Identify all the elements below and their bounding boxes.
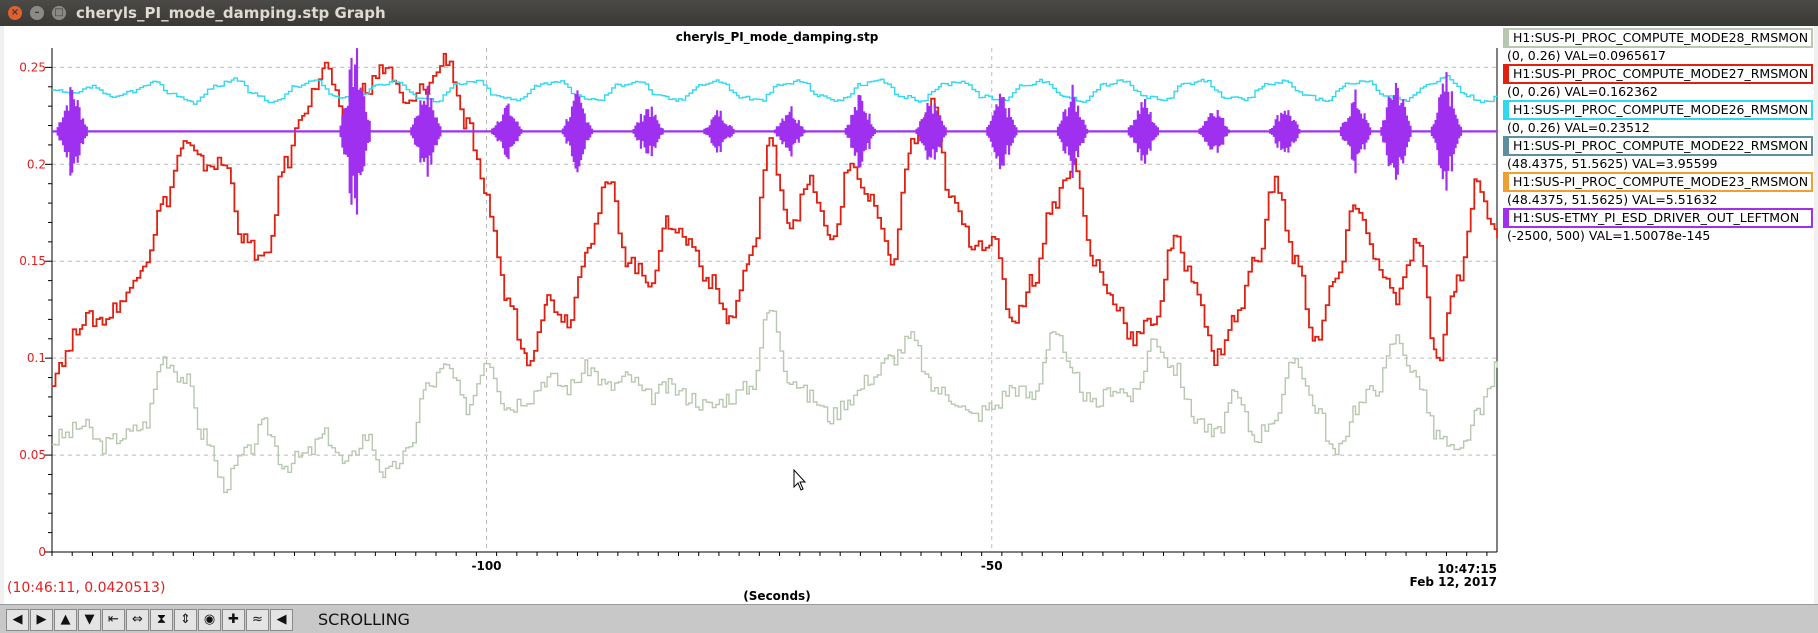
waveform-button[interactable]: ≈ <box>246 609 269 631</box>
scroll-right-button[interactable]: ▶ <box>30 609 53 631</box>
y-tick-label: 0.1 <box>27 351 46 365</box>
reset-button[interactable]: ◉ <box>198 609 221 631</box>
y-tick-label: 0.05 <box>19 448 46 462</box>
mouse-cursor-icon <box>793 468 807 491</box>
legend-entry-name[interactable]: H1:SUS-PI_PROC_COMPUTE_MODE22_RMSMON <box>1503 136 1813 156</box>
legend-entry-value: (0, 0.26) VAL=0.0965617 <box>1507 48 1666 63</box>
y-tick-label: 0.25 <box>19 60 46 74</box>
scroll-left-button[interactable]: ◀ <box>6 609 29 631</box>
legend-entry-name[interactable]: H1:SUS-PI_PROC_COMPUTE_MODE28_RMSMON <box>1503 28 1813 48</box>
x-tick-label: -100 <box>471 559 501 573</box>
minimize-icon[interactable]: – <box>30 6 44 20</box>
y-tick-label: 0 <box>38 545 46 559</box>
legend-entry-value: (0, 0.26) VAL=0.23512 <box>1507 120 1650 135</box>
legend-entry-value: (-2500, 500) VAL=1.50078e-145 <box>1507 228 1711 243</box>
scroll-up-button[interactable]: ▲ <box>54 609 77 631</box>
y-tick-label: 0.15 <box>19 254 46 268</box>
expand-x-button[interactable]: ⇔ <box>126 609 149 631</box>
legend-entry-value: (48.4375, 51.5625) VAL=3.95599 <box>1507 156 1718 171</box>
window-title: cheryls_PI_mode_damping.stp Graph <box>76 4 386 22</box>
series-line-5 <box>52 48 1497 215</box>
legend-entry-name[interactable]: H1:SUS-ETMY_PI_ESD_DRIVER_OUT_LEFTMON <box>1503 208 1813 228</box>
scroll-down-button[interactable]: ▼ <box>78 609 101 631</box>
legend-entry-value: (0, 0.26) VAL=0.162362 <box>1507 84 1658 99</box>
expand-y-button[interactable]: ⇕ <box>174 609 197 631</box>
series-line-1 <box>52 52 1498 387</box>
title-bar: × – □ cheryls_PI_mode_damping.stp Graph <box>0 0 1818 26</box>
back-button[interactable]: ◀ <box>270 609 293 631</box>
legend-entry-name[interactable]: H1:SUS-PI_PROC_COMPUTE_MODE23_RMSMON <box>1503 172 1813 192</box>
compress-x-button[interactable]: ⇤ <box>102 609 125 631</box>
x-tick-label: -50 <box>981 559 1003 573</box>
chart-title: cheryls_PI_mode_damping.stp <box>676 30 879 45</box>
legend-entry-value: (48.4375, 51.5625) VAL=5.51632 <box>1507 192 1718 207</box>
toolbar: SCROLLING ◀ ▶ ▲ ▼ ⇤ ⇔ ⧗ ⇕ ◉ ✚ ≈ ◀ <box>0 604 1818 633</box>
x-axis-label: (Seconds) <box>743 589 810 603</box>
legend-entry-name[interactable]: H1:SUS-PI_PROC_COMPUTE_MODE27_RMSMON <box>1503 64 1813 84</box>
x-end-time: 10:47:15 <box>1437 562 1497 576</box>
cursor-readout: (10:46:11, 0.0420513) <box>7 580 166 596</box>
plot-background <box>4 26 1814 604</box>
compress-y-button[interactable]: ⧗ <box>150 609 173 631</box>
series-line-2 <box>52 75 1498 105</box>
maximize-icon[interactable]: □ <box>52 6 66 20</box>
y-tick-label: 0.2 <box>27 157 46 171</box>
legend: H1:SUS-PI_PROC_COMPUTE_MODE28_RMSMON (0, … <box>1503 28 1813 244</box>
x-end-date: Feb 12, 2017 <box>1410 575 1497 589</box>
close-icon[interactable]: × <box>8 6 22 20</box>
series-group <box>52 48 1498 494</box>
legend-entry-name[interactable]: H1:SUS-PI_PROC_COMPUTE_MODE26_RMSMON <box>1503 100 1813 120</box>
series-line-0 <box>52 309 1498 494</box>
mode-label: SCROLLING <box>318 610 410 629</box>
zoom-button[interactable]: ✚ <box>222 609 245 631</box>
